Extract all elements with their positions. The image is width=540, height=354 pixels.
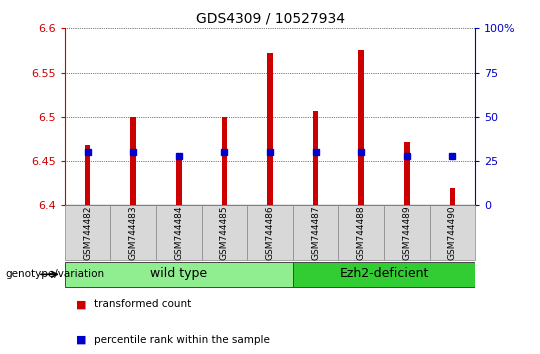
- Bar: [85, 145, 90, 205]
- Bar: [313, 110, 319, 205]
- Text: genotype/variation: genotype/variation: [5, 269, 105, 279]
- Bar: [450, 188, 455, 205]
- Bar: [267, 53, 273, 205]
- Text: GSM744487: GSM744487: [311, 205, 320, 260]
- Text: percentile rank within the sample: percentile rank within the sample: [94, 335, 271, 345]
- Bar: [430, 205, 475, 260]
- Text: GSM744483: GSM744483: [129, 205, 138, 260]
- Bar: [156, 205, 201, 260]
- Bar: [384, 205, 430, 260]
- Text: GSM744485: GSM744485: [220, 205, 229, 260]
- Text: transformed count: transformed count: [94, 299, 192, 309]
- Bar: [359, 50, 364, 205]
- Text: GSM744489: GSM744489: [402, 205, 411, 260]
- Text: wild type: wild type: [150, 267, 207, 280]
- Title: GDS4309 / 10527934: GDS4309 / 10527934: [195, 12, 345, 26]
- Bar: [201, 205, 247, 260]
- Bar: [247, 205, 293, 260]
- Text: GSM744490: GSM744490: [448, 205, 457, 260]
- Text: ■: ■: [76, 335, 86, 345]
- Text: GSM744486: GSM744486: [266, 205, 274, 260]
- Bar: [221, 117, 227, 205]
- Bar: [176, 154, 181, 205]
- Text: GSM744482: GSM744482: [83, 206, 92, 260]
- Text: ■: ■: [76, 299, 86, 309]
- Bar: [110, 205, 156, 260]
- Bar: [293, 262, 475, 287]
- Bar: [339, 205, 384, 260]
- Bar: [404, 142, 409, 205]
- Bar: [65, 262, 293, 287]
- Text: GSM744484: GSM744484: [174, 206, 183, 260]
- Bar: [65, 205, 110, 260]
- Text: GSM744488: GSM744488: [357, 205, 366, 260]
- Text: Ezh2-deficient: Ezh2-deficient: [339, 267, 429, 280]
- Bar: [293, 205, 339, 260]
- Bar: [131, 117, 136, 205]
